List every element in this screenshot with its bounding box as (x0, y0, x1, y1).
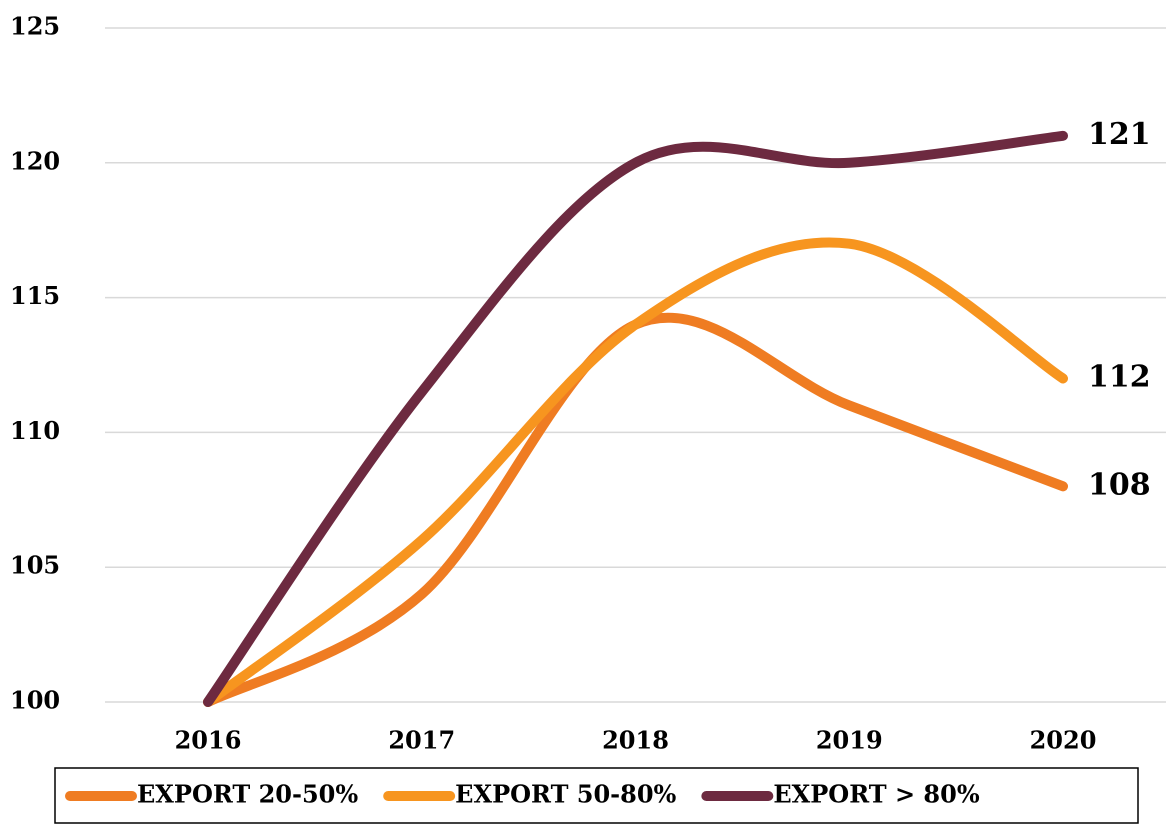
legend-label: EXPORT 50-80% (455, 780, 676, 809)
x-tick-label: 2018 (602, 726, 669, 755)
y-tick-label: 100 (10, 686, 60, 715)
series-line (203, 130, 1068, 707)
x-tick-label: 2020 (1030, 726, 1097, 755)
x-tick-label: 2019 (816, 726, 883, 755)
y-tick-label: 125 (10, 12, 60, 41)
x-tick-label: 2017 (388, 726, 455, 755)
data-label: 108 (1088, 467, 1151, 502)
legend-label: EXPORT 20-50% (137, 780, 358, 809)
x-tick-label: 2016 (175, 726, 242, 755)
legend-box (54, 767, 1139, 824)
data-label: 112 (1088, 359, 1151, 394)
legend-label: EXPORT > 80% (773, 780, 979, 809)
y-tick-label: 120 (10, 146, 60, 175)
y-tick-label: 105 (10, 551, 60, 580)
data-label: 121 (1088, 117, 1151, 152)
y-tick-label: 115 (10, 281, 60, 310)
series-line (203, 237, 1068, 707)
y-tick-label: 110 (10, 416, 60, 445)
